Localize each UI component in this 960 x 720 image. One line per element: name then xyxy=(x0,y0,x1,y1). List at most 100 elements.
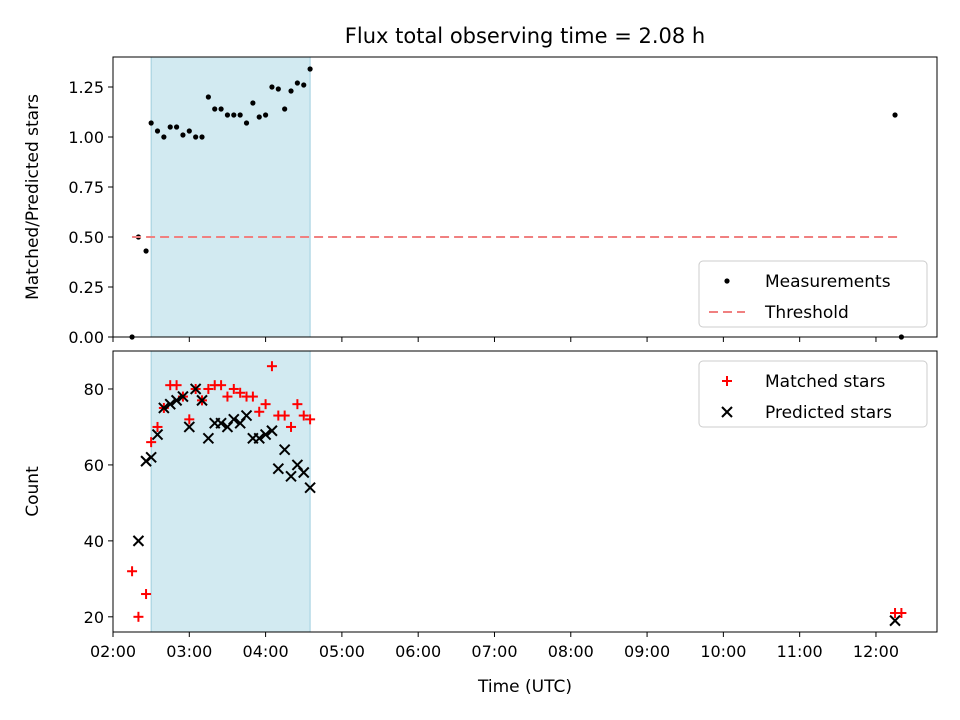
data-point xyxy=(247,391,258,402)
data-point xyxy=(205,94,211,100)
legend: Matched stars Predicted stars xyxy=(698,360,928,428)
data-point-stroke xyxy=(272,463,285,475)
data-point xyxy=(154,128,161,134)
y-tick-label: 0.00 xyxy=(68,328,104,347)
data-point-stroke xyxy=(177,390,189,403)
data-point xyxy=(173,124,180,130)
y-axis-label: Matched/Predicted stars xyxy=(23,94,43,300)
data-point xyxy=(282,106,288,112)
data-point xyxy=(189,383,202,395)
data-point xyxy=(250,100,256,106)
data-point xyxy=(278,444,291,456)
data-point xyxy=(228,413,240,426)
data-point-stroke xyxy=(259,428,272,441)
legend-label: Measurements xyxy=(765,272,891,292)
data-point-stroke xyxy=(240,409,253,422)
data-point xyxy=(260,399,271,410)
series-matched-stars xyxy=(127,361,907,622)
legend: Measurements Threshold xyxy=(698,260,928,328)
x-tick-label: 09:00 xyxy=(624,642,670,661)
data-point xyxy=(224,112,231,118)
data-point xyxy=(151,428,164,441)
data-point-stroke xyxy=(285,470,297,483)
data-point xyxy=(148,120,154,126)
data-point-stroke xyxy=(158,402,170,414)
data-point xyxy=(266,361,277,372)
data-point xyxy=(279,410,290,421)
data-point xyxy=(127,566,138,577)
data-point xyxy=(889,614,901,627)
data-point-stroke xyxy=(202,432,215,445)
data-point-stroke xyxy=(151,428,164,441)
data-point xyxy=(152,421,163,432)
data-point xyxy=(237,112,243,118)
data-point-stroke xyxy=(132,535,145,547)
data-point-stroke xyxy=(183,421,196,433)
legend-marker xyxy=(724,278,730,284)
data-point xyxy=(288,88,294,94)
data-point xyxy=(243,120,250,126)
data-point xyxy=(180,132,186,138)
data-point xyxy=(228,383,239,394)
data-point xyxy=(892,112,898,118)
data-point xyxy=(196,394,208,407)
data-point xyxy=(256,114,262,120)
data-point-stroke xyxy=(196,394,208,407)
x-tick-label: 08:00 xyxy=(548,642,594,661)
data-point xyxy=(304,481,316,494)
legend-dot xyxy=(724,278,730,284)
data-point xyxy=(177,390,189,403)
data-point xyxy=(298,466,310,479)
x-tick-label: 12:00 xyxy=(853,642,899,661)
x-tick-label: 05:00 xyxy=(319,642,365,661)
data-point xyxy=(262,112,269,118)
legend-label: Predicted stars xyxy=(765,403,892,423)
shaded-region xyxy=(150,350,311,633)
data-point-stroke xyxy=(145,451,157,464)
y-tick-label: 0.25 xyxy=(68,278,104,297)
data-point xyxy=(141,589,152,600)
data-point xyxy=(285,470,297,483)
data-point xyxy=(146,437,157,448)
legend-box xyxy=(698,260,928,328)
data-point-stroke xyxy=(278,444,291,456)
y-tick-label: 1.00 xyxy=(68,128,104,147)
data-point xyxy=(275,86,281,92)
y-tick-label: 80 xyxy=(84,380,104,399)
x-tick-label: 07:00 xyxy=(471,642,517,661)
data-point-stroke xyxy=(266,425,278,437)
y-tick-label: 1.25 xyxy=(68,78,104,97)
data-point xyxy=(254,406,265,417)
data-point xyxy=(143,248,149,254)
data-point xyxy=(305,414,316,425)
data-point xyxy=(215,417,227,429)
data-point xyxy=(896,608,907,619)
top-panel: 0.00 0.25 0.50 0.75 1.00 1.25 Flux total obser… xyxy=(23,24,938,347)
x-tick-label: 10:00 xyxy=(700,642,746,661)
data-point xyxy=(292,399,303,410)
legend-box xyxy=(698,360,928,428)
data-point-stroke xyxy=(215,417,227,429)
series-predicted-stars xyxy=(132,383,901,627)
data-point-stroke xyxy=(228,413,240,426)
data-point xyxy=(216,380,227,391)
data-point-stroke xyxy=(164,398,176,410)
data-point-stroke xyxy=(304,481,316,494)
data-point xyxy=(235,387,246,398)
y-tick-label: 40 xyxy=(84,532,104,551)
data-point-stroke xyxy=(889,614,901,627)
data-point xyxy=(161,134,167,140)
data-point xyxy=(294,80,300,86)
data-point-stroke xyxy=(298,466,310,479)
series-measurements xyxy=(129,66,904,340)
legend-label: Matched stars xyxy=(765,372,885,392)
data-point xyxy=(164,398,176,410)
data-point-stroke xyxy=(170,394,183,407)
data-point xyxy=(253,432,265,445)
data-point xyxy=(133,611,144,622)
x-axis-label: Time (UTC) xyxy=(477,677,572,697)
x-tick-label: 03:00 xyxy=(166,642,212,661)
plot-frame xyxy=(112,56,938,338)
data-point xyxy=(184,414,195,425)
